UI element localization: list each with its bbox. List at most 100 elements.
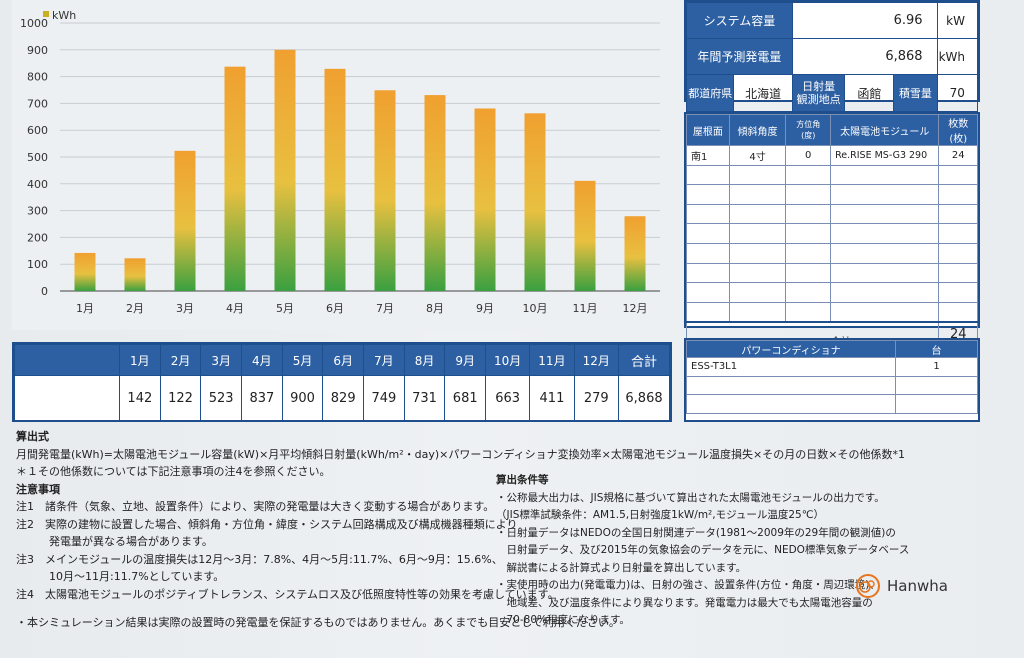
y-axis-unit: kWh (52, 9, 76, 22)
annual-label: 年間予測発電量 (686, 38, 793, 75)
monthly-generation-chart: 0 100 200 300 400 500 600 700 800 900 1000 1月 2月 3月 4… (12, 0, 672, 330)
table-row (686, 223, 978, 244)
hanwha-logo-icon (856, 574, 880, 598)
y-tick-label: 400 (27, 178, 48, 191)
monthly-values-row: 予測発電量(kWh) 142 122 523 837 900 829 749 7… (14, 375, 670, 421)
col-module: 太陽電池モジュール (830, 114, 940, 146)
condition-4c: 70-80%程度になります。 (496, 614, 630, 626)
calc-formula: 月間発電量(kWh)=太陽電池モジュール容量(kW)×月平均傾斜日射量(kWh/… (16, 447, 905, 461)
capacity-value: 6.96 (791, 2, 938, 39)
bar-11 (574, 180, 596, 291)
power-conditioner-panel: パワーコンディショナ 台 ESS-T3L1 1 (684, 338, 980, 422)
month-header: 12月 (573, 344, 620, 376)
month-header: 7月 (363, 344, 405, 376)
condition-2: （JIS標準試験条件：AM1.5,日射強度1kW/m²,モジュール温度25℃） (496, 509, 825, 521)
annual-unit: kWh (936, 38, 979, 75)
bar-2 (124, 258, 146, 291)
note-3b: 10月～11月:11.7%としています。 (16, 570, 225, 583)
month-header: 3月 (200, 344, 243, 376)
unit-marker (43, 11, 49, 17)
month-value: 731 (403, 375, 446, 421)
x-tick-label: 9月 (476, 302, 494, 315)
count-value: 24 (938, 145, 978, 166)
observation-point-value: 函館 (844, 74, 895, 112)
observation-point-label: 日射量 観測地点 (791, 74, 846, 112)
col-count: 枚数(枚) (938, 114, 978, 146)
note-1: 注1 諸条件（気象、立地、設置条件）により、実際の発電量は大きく変動する場合があ… (16, 500, 495, 513)
table-row (686, 375, 978, 395)
condition-3b: 日射量データ、及び2015年の気象協会のデータを元に、NEDO標準気象データベー… (496, 544, 910, 556)
system-info-panel: システム容量 6.96 kW 年間予測発電量 6,868 kWh 都道府県 北海… (684, 0, 980, 112)
table-row: 南1 4寸 0 Re.RISE MS-G3 290 24 (686, 145, 978, 166)
condition-4a: ・実使用時の出力(発電電力)は、日射の強さ、設置条件(方位・角度・周辺環境)、 (496, 579, 880, 591)
sum-header: 合計 (618, 344, 670, 376)
snow-value: 70 (936, 74, 979, 112)
month-value: 663 (485, 375, 531, 421)
bar-12 (624, 216, 646, 291)
note-4: 注4 太陽電池モジュールのポジティブトレランス、システムロス及び低照度特性等の効… (16, 587, 559, 601)
pc-model: ESS-T3L1 (686, 357, 896, 377)
table-row (686, 203, 978, 225)
x-tick-label: 1月 (76, 302, 94, 315)
col-roof: 屋根面 (686, 114, 730, 146)
bar-4 (224, 66, 246, 292)
snow-label: 積雪量 (893, 74, 938, 112)
month-header: 11月 (529, 344, 575, 376)
condition-3c: 解説書による計算式より日射量を算出しています。 (496, 561, 747, 574)
annual-value: 6,868 (791, 38, 938, 75)
azimuth-value: 0 (785, 145, 832, 166)
condition-3a: ・日射量データはNEDOの全国日射関連データ(1981～2009年の29年間の観… (496, 526, 896, 539)
conditions-section: 算出条件等 ・公称最大出力は、JIS規格に基づいて算出された太陽電池モジュールの… (496, 472, 909, 630)
col-azimuth: 方位角(度) (785, 114, 832, 146)
month-value: 279 (573, 375, 620, 421)
module-value: Re.RISE MS-G3 290 (830, 145, 940, 166)
prefecture-label: 都道府県 (685, 74, 735, 112)
capacity-label: システム容量 (686, 2, 793, 39)
month-value: 837 (241, 375, 283, 421)
col-pc: パワーコンディショナ (686, 340, 896, 358)
table-row (686, 164, 978, 186)
x-tick-label: 8月 (426, 302, 444, 315)
y-tick-label: 600 (27, 124, 48, 137)
table-row: ESS-T3L1 1 (686, 357, 978, 377)
table-row (686, 262, 978, 284)
condition-4b: 地域差、及び温度条件により異なります。発電電力は最大でも太陽電池容量の (496, 596, 873, 609)
bar-1 (74, 252, 96, 291)
conditions-title: 算出条件等 (496, 474, 549, 486)
calc-section: 算出式 月間発電量(kWh)=太陽電池モジュール容量(kW)×月平均傾斜日射量(… (16, 428, 905, 603)
table-row (686, 242, 978, 264)
x-tick-label: 4月 (226, 302, 244, 315)
roof-value: 南1 (686, 145, 730, 166)
x-tick-label: 11月 (573, 302, 598, 315)
month-value: 749 (363, 375, 405, 421)
bar-6 (324, 68, 346, 291)
calc-footnote: ＊１その他係数については下記注意事項の注4を参照ください。 (16, 465, 331, 478)
bar-3 (174, 150, 196, 291)
pc-table-header: パワーコンディショナ 台 (686, 340, 978, 358)
prefecture-value: 北海道 (733, 74, 793, 112)
y-tick-label: 700 (27, 97, 48, 110)
bar-5 (274, 49, 296, 291)
y-tick-label: 800 (27, 71, 48, 84)
module-table-panel: 屋根面 傾斜角度 方位角(度) 太陽電池モジュール 枚数(枚) 南1 4寸 0 … (684, 112, 980, 360)
capacity-unit: kW (936, 2, 979, 39)
month-header: 9月 (444, 344, 487, 376)
bar-8 (424, 95, 446, 291)
y-tick-label: 1000 (20, 17, 48, 30)
month-header: 4月 (241, 344, 283, 376)
table-row (686, 184, 978, 205)
month-header: 1月 (119, 344, 161, 376)
month-value: 829 (322, 375, 365, 421)
caution-title: 注意事項 (16, 482, 60, 496)
bar-7 (374, 90, 396, 291)
row-label: 予測発電量(kWh) (14, 375, 120, 421)
note-2a: 注2 実際の建物に設置した場合、傾斜角・方位角・緯度・システム回路構成及び構成機… (16, 517, 518, 531)
disclaimer: ・本シミュレーション結果は実際の設置時の発電量を保証するものではありません。あく… (16, 616, 620, 629)
y-tick-label: 200 (27, 231, 48, 244)
table-row (686, 301, 978, 323)
monthly-table-panel: 1月 2月 3月 4月 5月 6月 7月 8月 9月 10月 11月 12月 合… (12, 342, 672, 422)
col-tilt: 傾斜角度 (728, 114, 787, 146)
condition-1: ・公称最大出力は、JIS規格に基づいて算出された太陽電池モジュールの出力です。 (496, 491, 885, 504)
x-tick-label: 2月 (126, 302, 144, 315)
y-tick-label: 100 (27, 258, 48, 271)
